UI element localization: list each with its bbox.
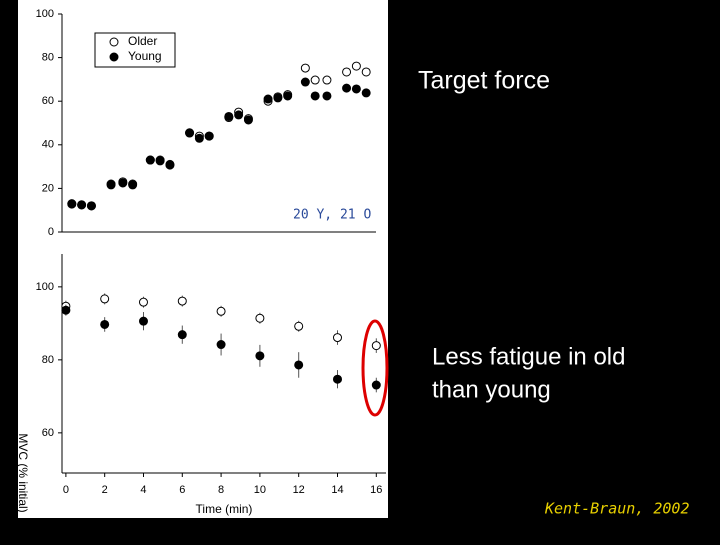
legend-marker (109, 37, 119, 47)
y-tick-label: 60 (42, 95, 54, 107)
target-label: Target force (418, 67, 550, 95)
data-point (294, 360, 304, 370)
data-point (361, 88, 371, 98)
data-point (216, 340, 226, 350)
data-point (194, 133, 204, 143)
data-point (138, 297, 148, 307)
y-tick-label: 0 (48, 226, 54, 238)
x-tick-label: 12 (293, 484, 305, 496)
data-point (177, 296, 187, 306)
data-point (255, 313, 265, 323)
data-point (310, 75, 320, 85)
y-tick-label: 80 (42, 354, 54, 366)
data-point (234, 110, 244, 120)
data-point (273, 93, 283, 103)
legend-label: Older (128, 34, 157, 48)
data-point (204, 131, 214, 141)
data-point (86, 201, 96, 211)
data-point (118, 178, 128, 188)
data-point (216, 306, 226, 316)
data-point (61, 305, 71, 315)
legend-marker (109, 52, 119, 62)
data-point (100, 294, 110, 304)
data-point (128, 180, 138, 190)
data-point (342, 67, 352, 77)
figure-panel (18, 0, 388, 518)
data-point (106, 180, 116, 190)
data-point (177, 330, 187, 340)
x-tick-label: 14 (331, 484, 343, 496)
highlight-ellipse (361, 319, 389, 417)
data-point (322, 91, 332, 101)
x-tick-label: 4 (140, 484, 146, 496)
data-point (138, 316, 148, 326)
data-point (351, 61, 361, 71)
data-point (371, 380, 381, 390)
data-point (332, 374, 342, 384)
data-point (185, 128, 195, 138)
data-point (67, 199, 77, 209)
x-tick-label: 0 (63, 484, 69, 496)
data-point (342, 83, 352, 93)
data-point (322, 75, 332, 85)
data-point (294, 321, 304, 331)
data-point (351, 84, 361, 94)
data-point (263, 94, 273, 104)
legend-label: Young (128, 49, 162, 63)
y-tick-label: 80 (42, 52, 54, 64)
y-tick-label: 100 (36, 8, 54, 20)
data-point (300, 63, 310, 73)
y-tick-label: 60 (42, 427, 54, 439)
data-point (155, 156, 165, 166)
fatigue-label: than young (432, 376, 551, 403)
y-axis-label: MVC (% initial) (16, 433, 30, 512)
data-point (332, 333, 342, 343)
data-point (300, 77, 310, 87)
y-tick-label: 40 (42, 139, 54, 151)
citation: Kent-Braun, 2002 (544, 500, 690, 518)
data-point (371, 341, 381, 351)
x-tick-label: 16 (370, 484, 382, 496)
x-tick-label: 8 (218, 484, 224, 496)
data-point (224, 111, 234, 121)
data-point (310, 91, 320, 101)
legend-box (94, 32, 176, 68)
x-tick-label: 2 (102, 484, 108, 496)
x-axis-label: Time (min) (196, 502, 253, 516)
fatigue-label: Less fatigue in old (432, 343, 625, 370)
data-point (361, 67, 371, 77)
data-point (243, 115, 253, 125)
data-point (255, 351, 265, 361)
data-point (165, 160, 175, 170)
data-point (145, 155, 155, 165)
data-point (100, 319, 110, 329)
x-tick-label: 10 (254, 484, 266, 496)
subjects-label: 20 Y, 21 O (293, 208, 371, 223)
data-point (77, 200, 87, 210)
y-tick-label: 100 (36, 281, 54, 293)
data-point (283, 91, 293, 101)
x-tick-label: 6 (179, 484, 185, 496)
y-tick-label: 20 (42, 182, 54, 194)
